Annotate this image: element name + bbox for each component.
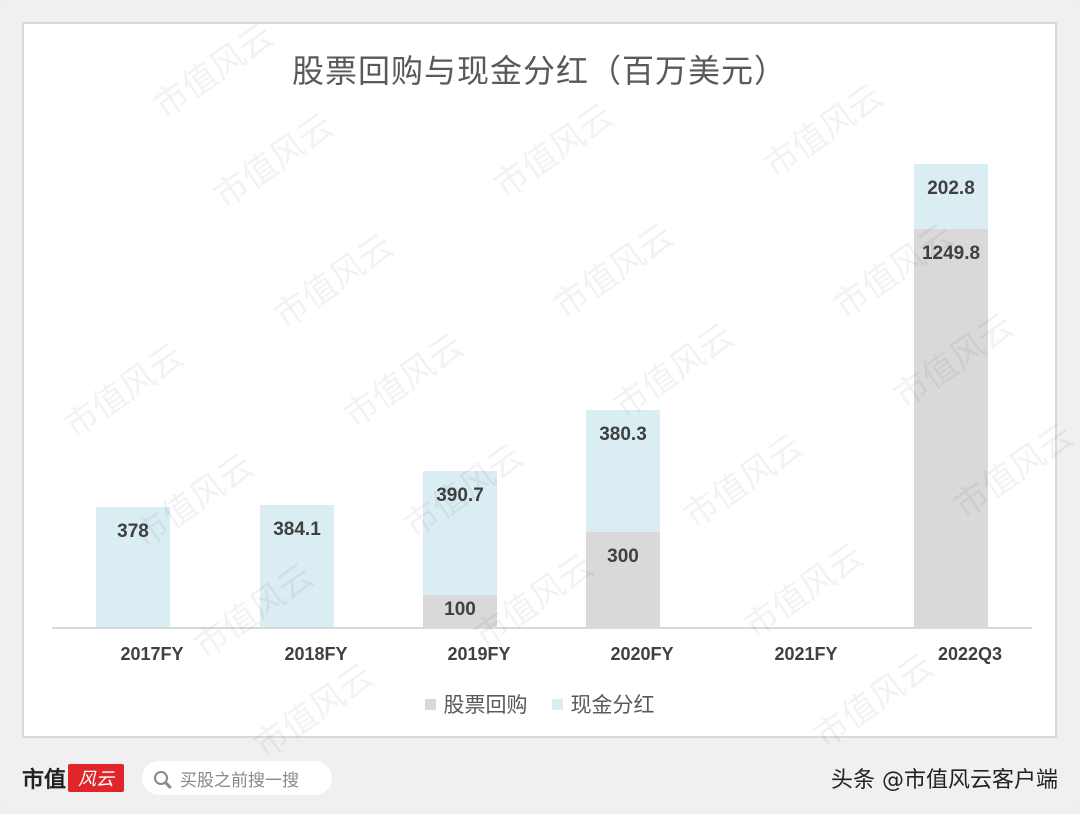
dividend-segment: 378 <box>96 506 170 627</box>
legend-item-dividend: 现金分红 <box>551 689 655 719</box>
attribution: 头条 @市值风云客户端 <box>831 768 1058 793</box>
legend-swatch-icon <box>551 698 563 710</box>
chart-container: 股票回购与现金分红（百万美元） 378 384.1 100 390.7 300 … <box>22 16 1080 767</box>
x-tick-label: 2017FY <box>120 644 184 664</box>
x-tick-label: 2019FY <box>447 644 511 664</box>
logo-badge: 风云 <box>68 764 125 792</box>
legend-label: 现金分红 <box>570 693 655 717</box>
data-label: 300 <box>607 545 639 567</box>
legend-label: 股票回购 <box>443 693 528 717</box>
x-tick-label: 2018FY <box>284 644 348 664</box>
data-label: 202.8 <box>927 178 975 199</box>
data-label: 1249.8 <box>921 242 981 264</box>
x-tick-label: 2022Q3 <box>937 644 1003 664</box>
logo-text: 市值 <box>22 767 67 793</box>
buyback-segment: 1249.8 <box>914 228 988 627</box>
dividend-segment: 390.7 <box>423 470 497 595</box>
search-box[interactable]: 买股之前搜一搜 <box>142 761 332 795</box>
dividend-segment: 384.1 <box>260 504 334 627</box>
x-tick-label: 2021FY <box>774 644 838 664</box>
chart-title: 股票回购与现金分红（百万美元） <box>291 52 787 90</box>
search-placeholder: 买股之前搜一搜 <box>180 770 299 791</box>
buyback-segment: 100 <box>423 595 497 627</box>
plot-area: 378 384.1 100 390.7 300 380.3 1249.8 202… <box>52 124 1032 629</box>
data-label: 100 <box>444 599 476 620</box>
x-axis-line <box>52 627 1032 629</box>
data-label: 390.7 <box>436 484 484 506</box>
brand-logo: 市值 风云 <box>22 762 125 794</box>
data-label: 380.3 <box>599 424 647 445</box>
legend-swatch-icon <box>424 698 436 710</box>
data-label: 384.1 <box>273 518 321 540</box>
search-icon <box>154 771 168 785</box>
chart-legend: 股票回购 现金分红 <box>24 689 1055 719</box>
data-label: 378 <box>117 520 149 542</box>
dividend-segment: 380.3 <box>586 410 660 532</box>
legend-item-buyback: 股票回购 <box>424 689 528 719</box>
buyback-segment: 300 <box>586 531 660 627</box>
dividend-segment: 202.8 <box>914 164 988 229</box>
x-tick-label: 2020FY <box>610 644 674 664</box>
